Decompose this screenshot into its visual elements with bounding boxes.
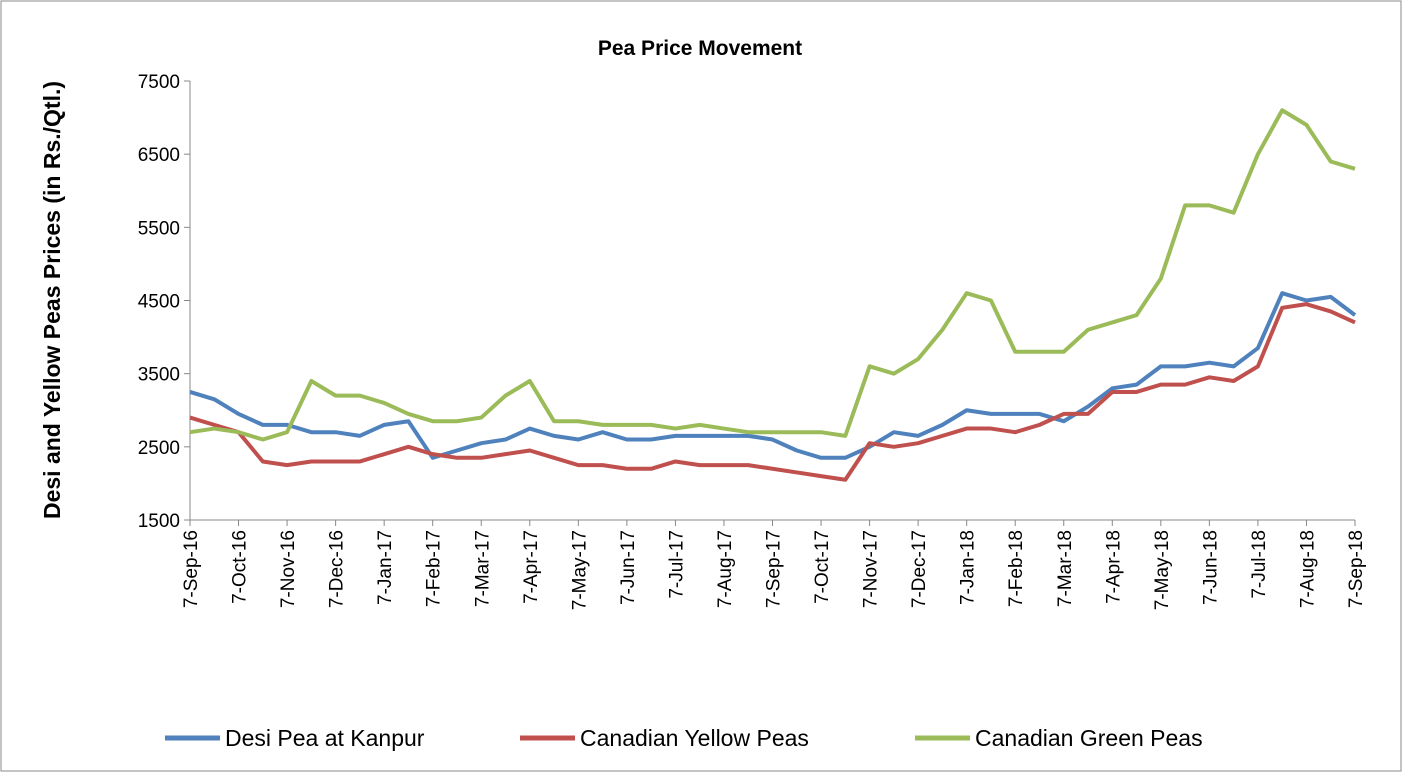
x-tick-label: 7-Apr-17 — [521, 530, 542, 604]
x-tick-label: 7-Sep-16 — [181, 530, 202, 608]
x-tick-label: 7-Nov-17 — [861, 530, 882, 608]
y-axis-label: Desi and Yellow Peas Prices (in Rs./Qtl.… — [39, 81, 65, 519]
legend-label: Desi Pea at Kanpur — [225, 725, 425, 751]
y-tick-label: 7500 — [138, 72, 180, 93]
legend-label: Canadian Yellow Peas — [580, 725, 809, 751]
y-tick-label: 5500 — [138, 218, 180, 239]
x-tick-label: 7-Nov-16 — [278, 530, 299, 608]
x-tick-label: 7-Sep-17 — [764, 530, 785, 608]
y-tick-label: 6500 — [138, 145, 180, 166]
y-tick-label: 3500 — [138, 365, 180, 386]
x-tick-label: 7-Jan-17 — [375, 530, 396, 605]
x-tick-label: 7-Aug-18 — [1297, 530, 1318, 608]
x-tick-label: 7-May-17 — [569, 530, 590, 610]
line-series — [189, 291, 1357, 460]
x-tick-label: 7-Oct-17 — [812, 530, 833, 604]
x-tick-label: 7-Feb-17 — [424, 530, 445, 607]
x-tick-label: 7-Jul-18 — [1249, 530, 1270, 599]
legend-label: Canadian Green Peas — [975, 725, 1203, 751]
x-tick-label: 7-Jun-17 — [618, 530, 639, 605]
x-tick-label: 7-Jan-18 — [958, 530, 979, 605]
x-tick-label: 7-Aug-17 — [715, 530, 736, 608]
y-tick-label: 1500 — [138, 511, 180, 532]
y-tick-label: 4500 — [138, 292, 180, 313]
x-tick-label: 7-May-18 — [1152, 530, 1173, 610]
x-tick-label: 7-Dec-17 — [909, 530, 930, 608]
x-tick-label: 7-Feb-18 — [1006, 530, 1027, 607]
line-series — [189, 108, 1356, 442]
x-tick-label: 7-Dec-16 — [327, 530, 348, 608]
x-tick-label: 7-Jul-17 — [666, 530, 687, 599]
line-series — [189, 302, 1356, 482]
x-tick-label: 7-Apr-18 — [1103, 530, 1124, 604]
x-tick-label: 7-Oct-16 — [230, 530, 251, 604]
y-tick-label: 2500 — [138, 438, 180, 459]
x-tick-label: 7-Sep-18 — [1346, 530, 1367, 608]
x-tick-label: 7-Mar-17 — [472, 530, 493, 607]
chart-title: Pea Price Movement — [598, 37, 802, 60]
x-tick-label: 7-Mar-18 — [1055, 530, 1076, 607]
x-tick-label: 7-Jun-18 — [1200, 530, 1221, 605]
